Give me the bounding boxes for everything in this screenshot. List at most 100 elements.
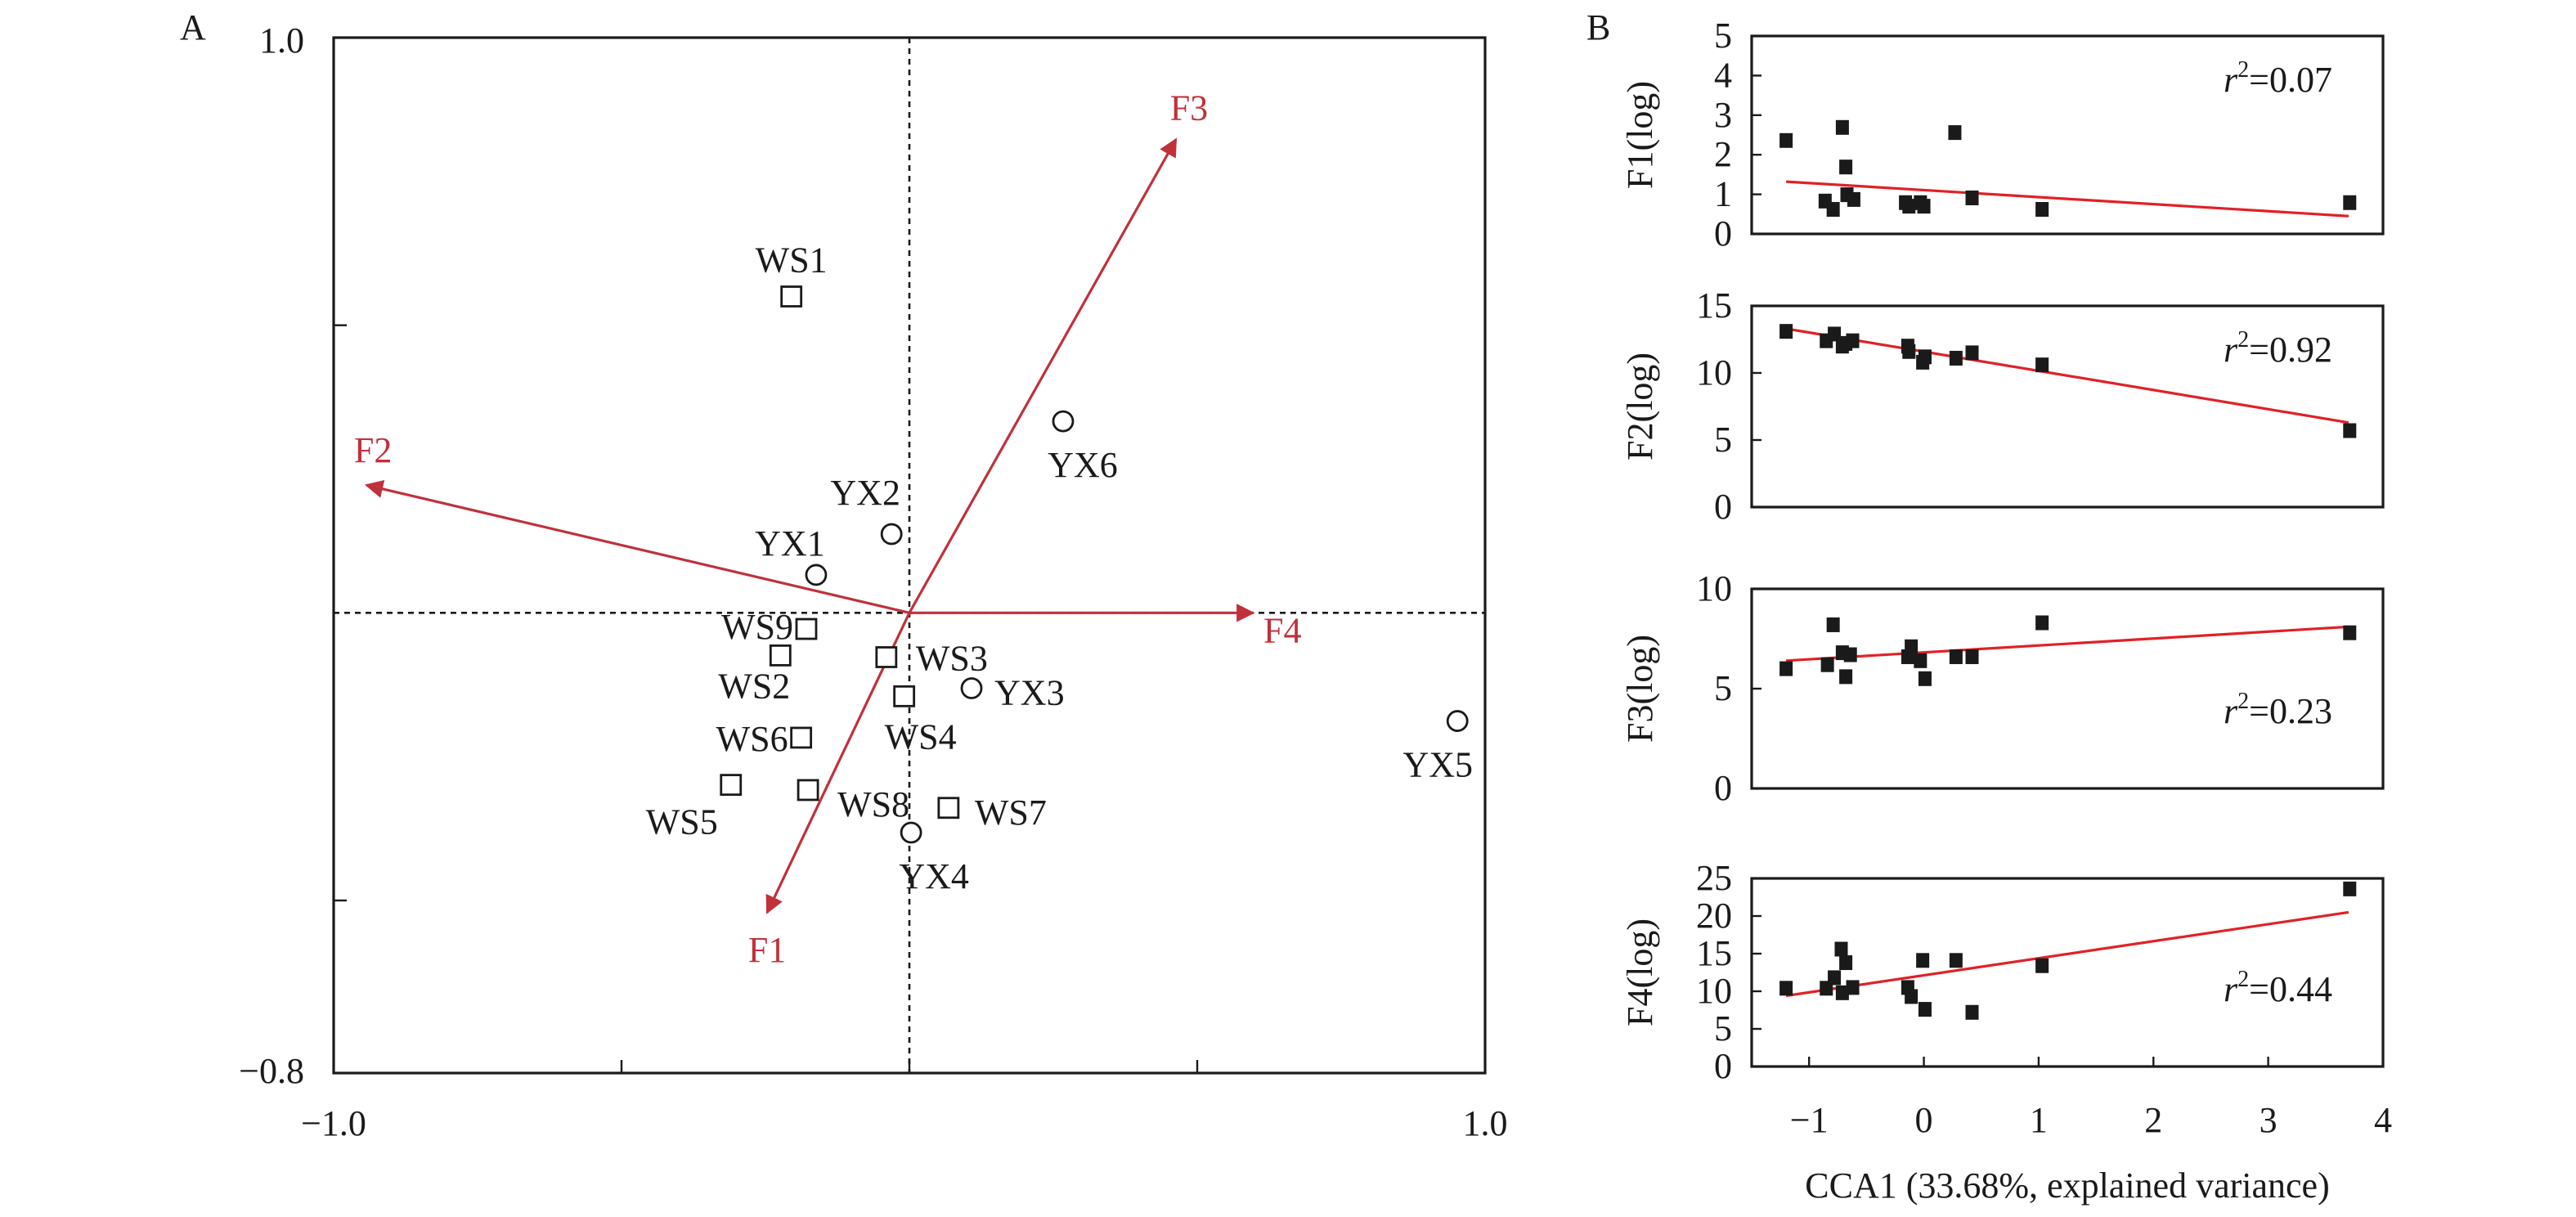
site-label: YX6 (1048, 445, 1118, 485)
y-tick-label: 5 (1714, 16, 1732, 56)
data-point (2343, 423, 2357, 438)
vector-label-f4: F4 (1263, 610, 1301, 650)
data-point (1965, 649, 1979, 664)
data-point (2035, 201, 2049, 217)
site-label: WS9 (721, 607, 793, 647)
vector-arrow-f3 (908, 137, 1178, 614)
data-point (1965, 345, 1979, 361)
y-tick-label: 2 (1714, 134, 1732, 174)
site-label: YX1 (755, 523, 825, 564)
vector-label-f1: F1 (748, 930, 786, 970)
site-marker-circle (960, 677, 983, 699)
panel-b-x-axis-title: CCA1 (33.68%, explained variance) (1805, 1165, 2329, 1206)
y-axis-title: F2(log) (1620, 353, 1660, 460)
subplot-frame (1750, 877, 2385, 1068)
data-point (1828, 970, 1842, 986)
y-tick-label: 25 (1696, 858, 1732, 898)
site-label: WS1 (756, 240, 828, 281)
site-marker-square (875, 646, 898, 668)
y-tick-label: 10 (1696, 568, 1732, 608)
site-marker-square (893, 685, 916, 707)
site-label: WS3 (916, 638, 988, 678)
y-tick-label: 5 (1714, 1008, 1732, 1049)
regression-line (1786, 625, 2349, 662)
site-marker-square (769, 644, 792, 667)
site-label: YX5 (1402, 745, 1473, 785)
data-point (1834, 941, 1848, 957)
data-point (1846, 980, 1860, 995)
x-tick-label: 0 (1915, 1100, 1933, 1140)
data-point (1917, 199, 1931, 214)
data-point (2343, 625, 2357, 640)
data-point (1828, 326, 1842, 342)
data-point (1948, 125, 1962, 141)
data-point (1914, 653, 1928, 668)
y-tick-label-bottom: −0.8 (239, 1051, 304, 1091)
site-label: WS4 (885, 716, 957, 757)
data-point (1820, 657, 1834, 672)
data-point (1847, 191, 1860, 207)
data-point (1839, 159, 1853, 175)
data-point (1779, 132, 1793, 148)
data-point (1918, 671, 1932, 686)
data-point (1949, 649, 1963, 664)
subplot-frame (1750, 34, 2385, 236)
x-tick-label: −1 (1790, 1100, 1829, 1140)
panel-b-x-axis: −1 0 1 2 3 4 (1790, 1057, 2392, 1140)
y-tick-label: 1 (1714, 174, 1732, 214)
y-tick-label: 15 (1696, 285, 1732, 326)
r-squared-label: r2=0.07 (2224, 57, 2332, 100)
y-tick-label: 10 (1696, 971, 1732, 1011)
vector-arrow-f2 (364, 479, 910, 614)
site-marker-square (797, 779, 819, 802)
subplot-f2log: 0 5 10 15 F2(log) r2=0.92 (1620, 285, 2385, 527)
y-axis-title: F3(log) (1620, 635, 1660, 743)
data-point (1846, 333, 1860, 348)
data-point (1905, 989, 1919, 1004)
data-point (1916, 953, 1930, 968)
regression-line (1785, 910, 2349, 998)
subplot-f3log: 0 5 10 F3(log) r2=0.23 (1620, 568, 2385, 808)
site-marker-square (720, 774, 743, 797)
data-point (1835, 119, 1849, 135)
site-label: WS7 (975, 793, 1047, 833)
subplot-frame (1750, 587, 2385, 790)
panel-a-label: A (180, 7, 206, 47)
panel-b-subplots: 012345F1(log)r2=0.07051015F2(log)r2=0.92… (1620, 16, 2385, 1086)
panel-b-regressions: B 012345F1(log)r2=0.07051015F2(log)r2=0.… (1586, 7, 2392, 1206)
y-tick-label: 0 (1714, 213, 1732, 254)
y-tick-label: 15 (1696, 933, 1732, 973)
data-point (2343, 881, 2357, 896)
r-squared-label: r2=0.44 (2224, 967, 2332, 1009)
site-marker-circle (1446, 710, 1469, 732)
data-point (1949, 953, 1963, 968)
panel-a-frame (332, 36, 1487, 1075)
panel-a-vectors: F1 F2 F3 F4 (354, 88, 1302, 969)
x-tick-label: 2 (2144, 1100, 2162, 1140)
y-axis-title: F4(log) (1620, 918, 1660, 1026)
data-point (1779, 324, 1793, 339)
x-tick-label-right: 1.0 (1463, 1103, 1508, 1143)
data-point (1779, 981, 1793, 996)
site-label: WS2 (718, 666, 790, 706)
data-point (1835, 985, 1849, 1000)
vector-label-f3: F3 (1170, 88, 1208, 128)
data-point (1965, 190, 1979, 205)
data-point (1843, 647, 1857, 662)
data-point (1905, 639, 1919, 654)
vector-label-f2: F2 (354, 430, 392, 470)
data-point (1839, 669, 1853, 685)
site-label: YX2 (830, 473, 900, 513)
site-marker-square (790, 726, 813, 749)
y-tick-label: 0 (1714, 487, 1732, 527)
site-label: YX4 (899, 856, 969, 896)
site-label: WS6 (716, 719, 788, 759)
data-point (1965, 1004, 1979, 1020)
data-point (1826, 617, 1840, 632)
site-marker-square (795, 617, 818, 640)
data-point (1779, 661, 1793, 676)
x-tick-label: 3 (2260, 1100, 2278, 1140)
y-tick-label-top: 1.0 (259, 20, 304, 61)
